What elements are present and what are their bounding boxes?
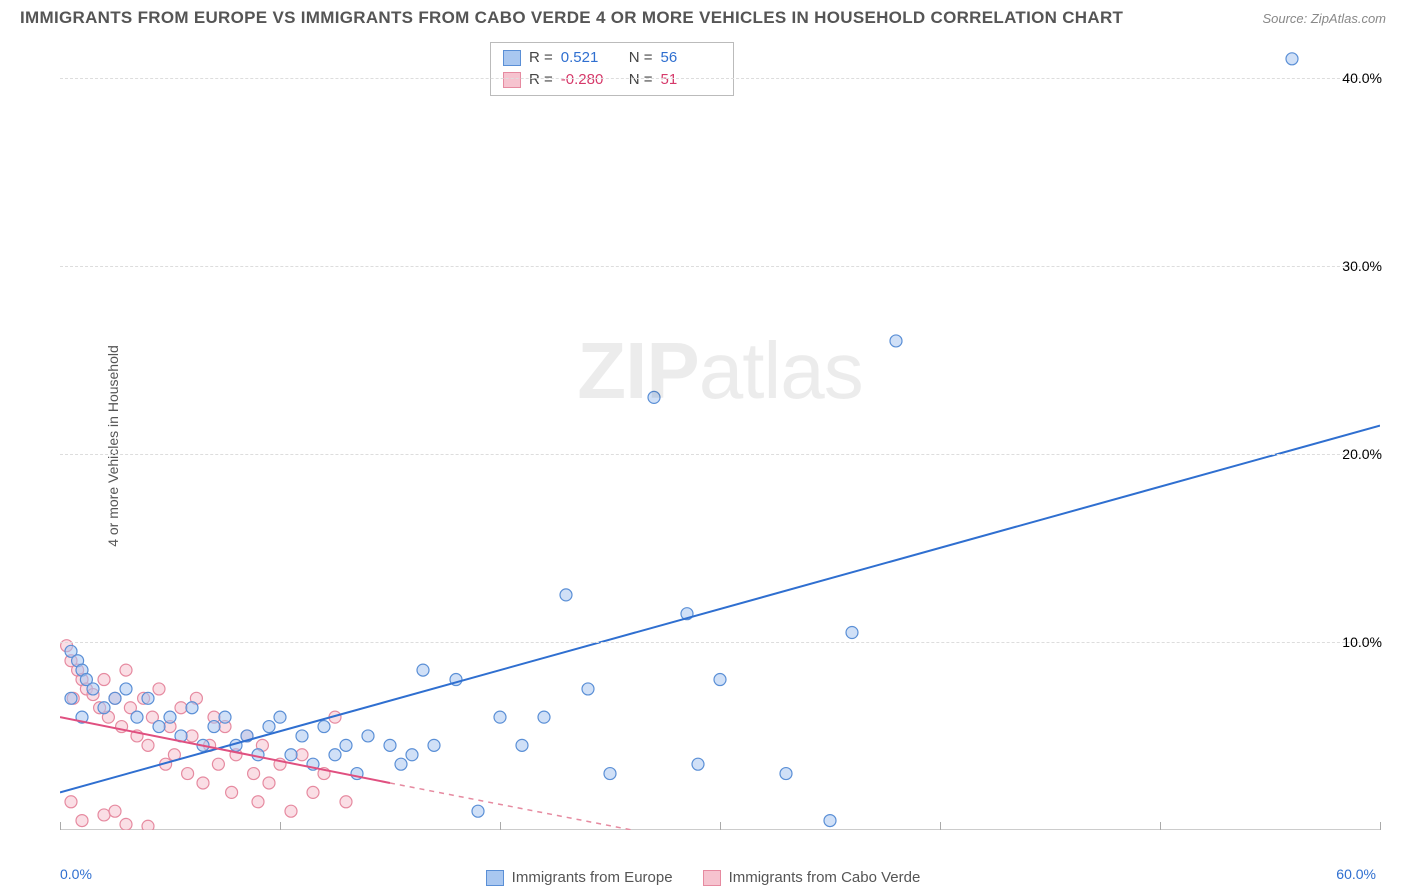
chart-plot-area: ZIPatlas R = 0.521 N = 56 R = -0.280 N =… bbox=[60, 40, 1380, 830]
n-label: N = bbox=[629, 47, 653, 69]
n-value-cabo-verde: 51 bbox=[661, 69, 721, 91]
legend-swatch-europe bbox=[503, 50, 521, 66]
legend-swatch-cabo-verde bbox=[503, 72, 521, 88]
legend-swatch-cabo-verde-icon bbox=[703, 870, 721, 886]
n-label: N = bbox=[629, 69, 653, 91]
y-tick-label: 30.0% bbox=[1342, 258, 1382, 274]
r-value-cabo-verde: -0.280 bbox=[561, 69, 621, 91]
r-label: R = bbox=[529, 69, 553, 91]
bottom-legend: Immigrants from Europe Immigrants from C… bbox=[0, 869, 1406, 886]
legend-label-europe: Immigrants from Europe bbox=[512, 869, 673, 886]
legend-label-cabo-verde: Immigrants from Cabo Verde bbox=[729, 869, 921, 886]
chart-title: IMMIGRANTS FROM EUROPE VS IMMIGRANTS FRO… bbox=[20, 8, 1123, 28]
correlation-stats-box: R = 0.521 N = 56 R = -0.280 N = 51 bbox=[490, 42, 734, 96]
source-attribution: Source: ZipAtlas.com bbox=[1262, 11, 1386, 26]
legend-swatch-europe-icon bbox=[486, 870, 504, 886]
y-tick-label: 40.0% bbox=[1342, 70, 1382, 86]
r-label: R = bbox=[529, 47, 553, 69]
y-tick-label: 10.0% bbox=[1342, 634, 1382, 650]
n-value-europe: 56 bbox=[661, 47, 721, 69]
y-tick-label: 20.0% bbox=[1342, 446, 1382, 462]
scatter-chart-svg bbox=[60, 40, 1380, 830]
r-value-europe: 0.521 bbox=[561, 47, 621, 69]
